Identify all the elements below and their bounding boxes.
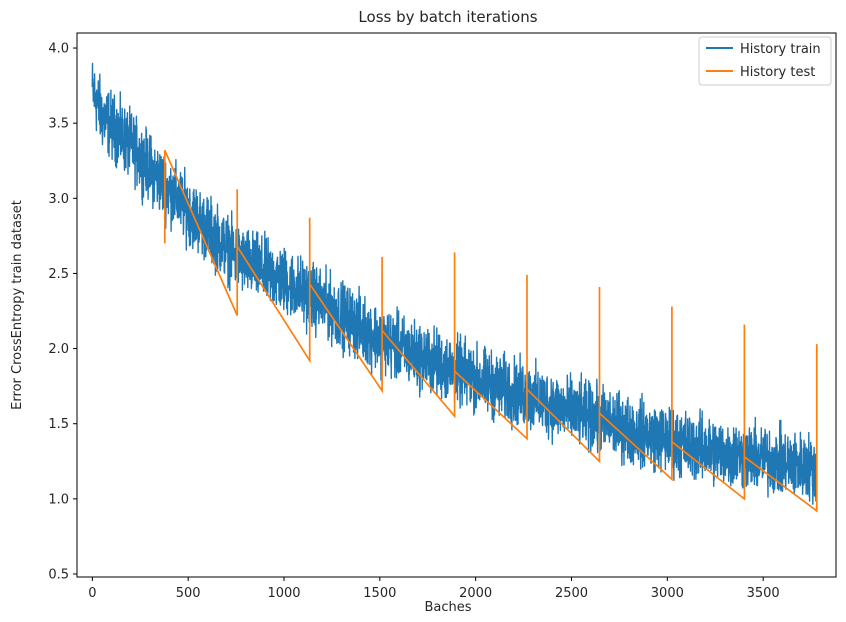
axis-ticks: 0 500 1000 1500 2000 2500 3000 3500 0.5 1.0 1.5 2.0… xyxy=(48,42,779,601)
x-tick-label: 500 xyxy=(176,586,201,601)
y-tick-label: 1.5 xyxy=(48,417,69,432)
x-axis-title: Baches xyxy=(424,600,471,615)
y-tick-label: 3.5 xyxy=(48,117,69,132)
x-tick-label: 0 xyxy=(88,586,96,601)
x-tick-label: 3500 xyxy=(747,586,780,601)
y-tick-label: 4.0 xyxy=(48,42,69,57)
y-tick-label: 1.0 xyxy=(48,492,69,507)
legend-label-train: History train xyxy=(740,42,821,57)
y-tick-label: 2.0 xyxy=(48,342,69,357)
legend-label-test: History test xyxy=(740,65,815,80)
plot-area xyxy=(91,62,818,513)
x-tick-label: 1500 xyxy=(363,586,396,601)
plot-frame xyxy=(76,32,837,578)
series-history-test xyxy=(163,149,818,513)
x-tick-label: 3000 xyxy=(651,586,684,601)
x-tick-label: 2000 xyxy=(459,586,492,601)
y-axis-title: Error CrossEntropy train dataset xyxy=(10,200,25,410)
x-tick-label: 2500 xyxy=(555,586,588,601)
y-tick-label: 3.0 xyxy=(48,192,69,207)
chart-title: Loss by batch iterations xyxy=(358,8,537,26)
x-tick-label: 1000 xyxy=(267,586,300,601)
y-tick-label: 2.5 xyxy=(48,267,69,282)
y-tick-label: 0.5 xyxy=(48,567,69,582)
legend: History train History test xyxy=(698,36,832,86)
